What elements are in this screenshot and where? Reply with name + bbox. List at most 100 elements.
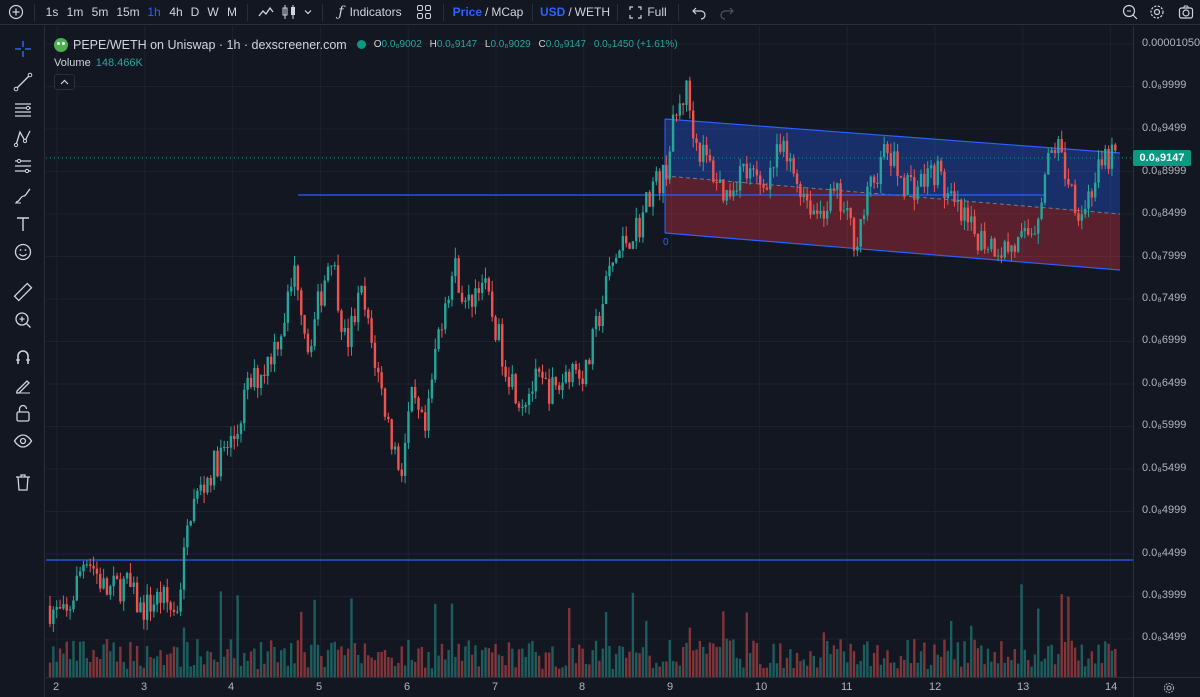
candle-body — [286, 291, 290, 323]
symbol-title[interactable]: PEPE/WETH on Uniswap · 1h · dexscreener.… — [73, 37, 347, 52]
volume-bar — [675, 661, 678, 677]
crosshair-icon[interactable] — [12, 38, 34, 60]
candle-body — [390, 419, 393, 450]
candle-body — [799, 184, 802, 198]
volume-bar — [156, 656, 159, 677]
settings-gear-icon[interactable] — [1142, 0, 1172, 25]
usd-option[interactable]: USD — [539, 5, 566, 19]
line-chart-icon[interactable] — [254, 0, 278, 25]
stay-drawing-icon[interactable] — [12, 374, 34, 396]
visibility-eye-icon[interactable] — [12, 430, 34, 452]
chart-pane[interactable]: 0 — [46, 26, 1133, 677]
volume-bar — [980, 645, 983, 677]
volume-bar — [641, 647, 645, 677]
text-tool-icon[interactable] — [12, 213, 34, 235]
interval-m[interactable]: M — [227, 5, 237, 19]
candle-body — [571, 363, 574, 383]
volume-bar — [186, 642, 189, 677]
volume-bar — [491, 652, 494, 677]
interval-5m[interactable]: 5m — [91, 5, 109, 19]
volume-bar — [1033, 654, 1037, 677]
time-tick: 14 — [1105, 681, 1118, 693]
axis-settings-corner[interactable] — [1133, 677, 1200, 697]
price-mcap-toggle[interactable]: Price / MCap — [450, 0, 526, 25]
interval-w[interactable]: W — [207, 5, 219, 19]
collapse-legend-button[interactable] — [54, 74, 75, 90]
channel-bottom-line[interactable] — [664, 232, 1121, 271]
candle-body — [306, 333, 310, 353]
interval-1s[interactable]: 1s — [45, 5, 59, 19]
volume-bar — [293, 663, 296, 677]
trash-icon[interactable] — [12, 471, 34, 493]
add-symbol-icon[interactable] — [4, 0, 28, 25]
price-axis[interactable]: 0.00001050 0.0₈9999 0.0₈9499 0.0₈8999 0.… — [1133, 26, 1200, 677]
volume-bar — [55, 661, 58, 677]
undo-icon[interactable] — [685, 0, 713, 25]
volume-bar — [782, 667, 785, 677]
weth-option[interactable]: WETH — [574, 5, 610, 19]
volume-bar — [172, 646, 176, 677]
volume-bar — [501, 655, 504, 677]
interval-1m[interactable]: 1m — [66, 5, 84, 19]
interval-1h[interactable]: 1h — [147, 5, 161, 19]
volume-bar — [182, 627, 186, 677]
volume-bar — [1006, 656, 1010, 677]
volume-bar — [313, 599, 316, 677]
volume-bar — [216, 661, 219, 677]
volume-bar — [367, 655, 370, 677]
brush-icon[interactable] — [12, 185, 34, 207]
price-tick: 0.0₈5499 — [1142, 462, 1187, 474]
interval-4h[interactable]: 4h — [169, 5, 183, 19]
volume-bar — [909, 663, 913, 677]
volume-bar — [986, 648, 990, 677]
redo-icon[interactable] — [713, 0, 741, 25]
ruler-icon[interactable] — [12, 281, 34, 303]
quick-search-icon[interactable] — [1118, 0, 1142, 25]
pepe-logo-icon[interactable] — [54, 37, 68, 52]
volume-bar — [514, 667, 517, 677]
magnet-icon[interactable] — [12, 346, 34, 368]
chart-type-dropdown-icon[interactable] — [300, 0, 316, 25]
volume-bar — [1040, 661, 1043, 677]
indicators-button[interactable]: ƒ Indicators — [329, 0, 411, 25]
interval-15m[interactable]: 15m — [116, 5, 140, 19]
volume-bar — [695, 649, 698, 677]
indicators-icon: ƒ — [338, 4, 344, 20]
candle-body — [812, 210, 815, 215]
channel-top-line[interactable] — [664, 118, 1121, 154]
lock-icon[interactable] — [12, 402, 34, 424]
mcap-option[interactable]: MCap — [491, 5, 524, 19]
forecast-icon[interactable] — [12, 155, 34, 177]
fullscreen-button[interactable]: Full — [624, 0, 672, 25]
candle-body — [1107, 148, 1110, 169]
candle-body — [1110, 144, 1114, 169]
price-chart[interactable] — [46, 26, 1133, 677]
volume-bar — [973, 639, 976, 677]
candle-body — [665, 164, 668, 180]
volume-bar — [517, 649, 521, 677]
candle-body — [762, 184, 765, 188]
candle-body — [789, 158, 792, 162]
price-option[interactable]: Price — [452, 5, 482, 19]
candles-icon[interactable] — [278, 0, 300, 25]
zoom-in-icon[interactable] — [12, 309, 34, 331]
parallel-channel[interactable] — [664, 118, 1121, 271]
currency-toggle[interactable]: USD / WETH — [539, 0, 611, 25]
volume-bar — [728, 640, 732, 677]
horizontal-lines[interactable] — [46, 157, 1133, 561]
volume-bar — [537, 655, 541, 677]
emoji-icon[interactable] — [12, 241, 34, 263]
time-axis[interactable]: 2 3 4 5 6 7 8 9 10 11 12 13 14 — [46, 677, 1133, 697]
candle-body — [561, 382, 564, 390]
camera-snapshot-icon[interactable] — [1172, 0, 1200, 25]
fib-retracement-icon[interactable] — [12, 99, 34, 121]
templates-icon[interactable] — [411, 0, 437, 25]
pattern-icon[interactable] — [12, 127, 34, 149]
candle-body — [1003, 241, 1006, 258]
interval-d[interactable]: D — [190, 5, 200, 19]
trend-line-icon[interactable] — [12, 71, 34, 93]
candle-body — [1033, 233, 1037, 235]
low-value: 0.0₈9029 — [490, 39, 531, 50]
volume-bar — [581, 648, 584, 677]
volume-bar — [611, 668, 614, 677]
